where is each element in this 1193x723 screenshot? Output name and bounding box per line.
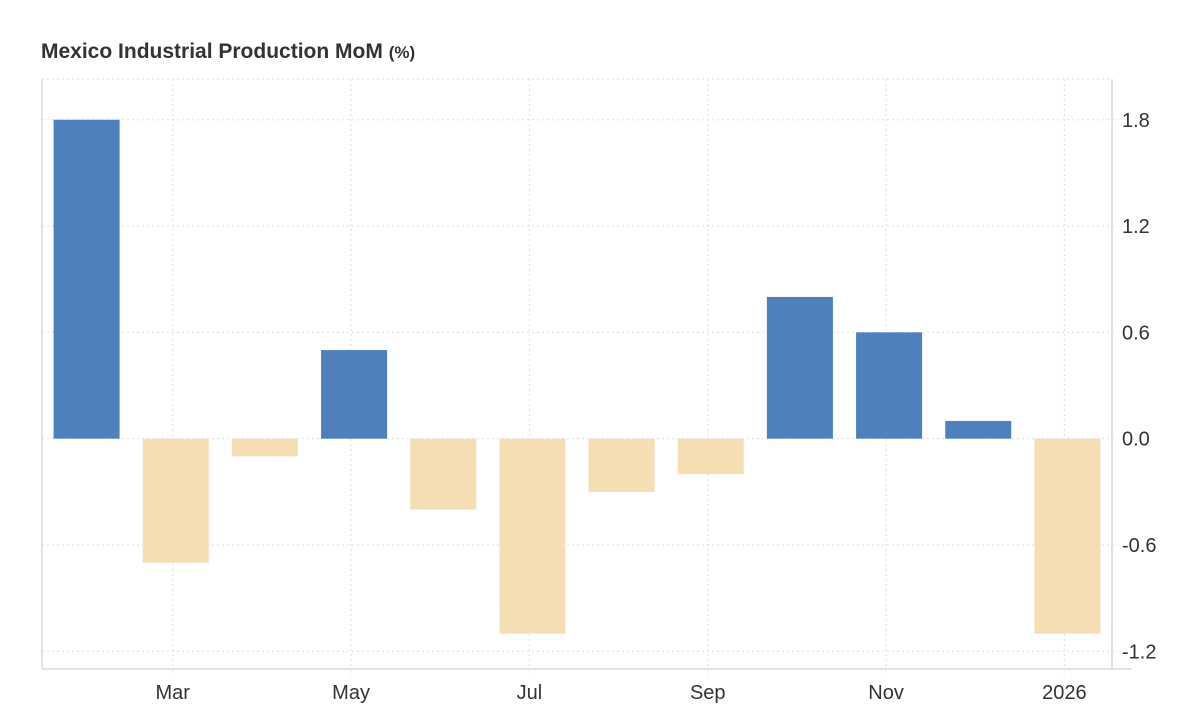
bar-jun-2025 xyxy=(410,438,477,510)
bar-jan-2026 xyxy=(1034,438,1101,634)
y-tick-label: 1.8 xyxy=(1122,110,1150,132)
bar-sep-2025 xyxy=(677,438,744,475)
x-tick-label: Mar xyxy=(156,682,191,704)
bar-feb-2025 xyxy=(53,119,120,439)
bar-nov-2025 xyxy=(856,332,923,439)
bar-jul-2025 xyxy=(499,438,566,634)
y-tick-label: -0.6 xyxy=(1122,535,1156,557)
y-tick-label: 1.2 xyxy=(1122,216,1150,238)
x-tick-label: Jul xyxy=(517,682,543,704)
y-tick-label: 0.6 xyxy=(1122,322,1150,344)
bar-mar-2025 xyxy=(142,438,209,563)
chart-title: Mexico Industrial Production MoM (%) xyxy=(41,40,415,64)
bar-apr-2025 xyxy=(231,438,298,457)
title-text: Mexico Industrial Production MoM xyxy=(41,40,383,63)
x-tick-label: Nov xyxy=(868,682,904,704)
x-tick-label: May xyxy=(332,682,370,704)
title-unit: (%) xyxy=(388,43,416,62)
bar-dec-2025 xyxy=(945,420,1012,439)
x-tick-label: Sep xyxy=(690,682,726,704)
bar-aug-2025 xyxy=(588,438,655,492)
bar-may-2025 xyxy=(321,350,388,439)
y-tick-label: 0.0 xyxy=(1122,429,1150,451)
x-tick-label: 2026 xyxy=(1042,682,1087,704)
bar-oct-2025 xyxy=(766,296,833,439)
y-tick-label: -1.2 xyxy=(1122,641,1156,663)
